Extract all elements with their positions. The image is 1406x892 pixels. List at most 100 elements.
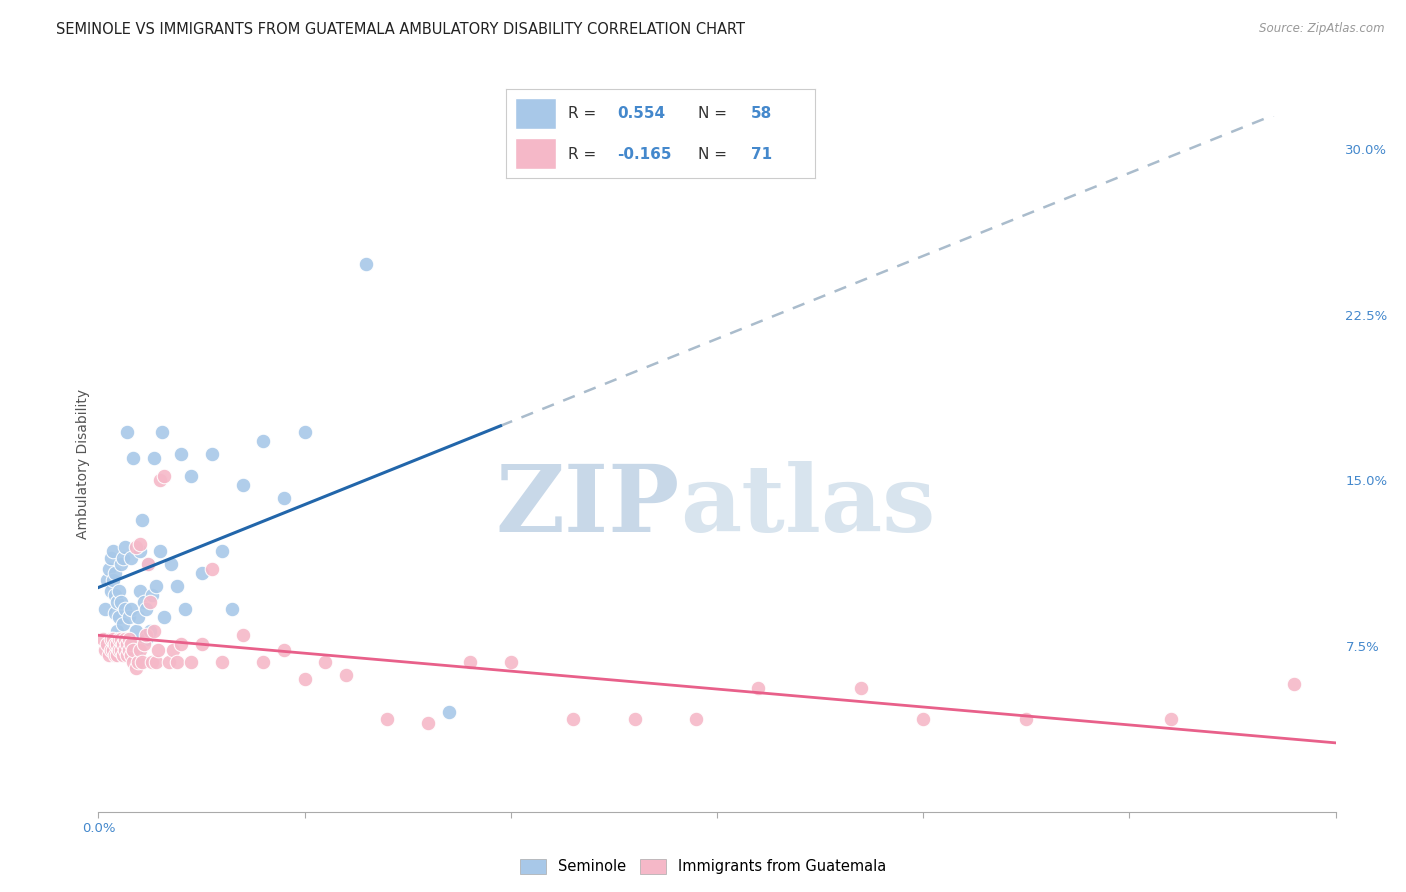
Text: R =: R = — [568, 106, 602, 120]
Point — [294, 425, 316, 439]
Point — [211, 655, 233, 669]
Point — [100, 550, 122, 565]
Point — [108, 643, 131, 657]
Point — [118, 632, 141, 647]
Point — [122, 451, 145, 466]
Point — [180, 655, 202, 669]
Point — [211, 544, 233, 558]
Point — [143, 624, 166, 638]
Point — [96, 637, 118, 651]
Point — [135, 632, 157, 647]
Point — [100, 643, 122, 657]
Point — [114, 643, 136, 657]
Text: -0.165: -0.165 — [617, 147, 672, 161]
Point — [120, 601, 142, 615]
Point — [458, 655, 481, 669]
Point — [252, 655, 274, 669]
Text: N =: N = — [697, 106, 731, 120]
Point — [190, 566, 212, 581]
Point — [122, 655, 145, 669]
Point — [190, 637, 212, 651]
Point — [101, 544, 124, 558]
Point — [100, 632, 122, 647]
Point — [153, 610, 176, 624]
Point — [139, 595, 162, 609]
Legend: Seminole, Immigrants from Guatemala: Seminole, Immigrants from Guatemala — [513, 853, 893, 880]
Point — [145, 579, 167, 593]
Text: 71: 71 — [751, 147, 772, 161]
Point — [252, 434, 274, 448]
Point — [273, 643, 295, 657]
Point — [149, 544, 172, 558]
Point — [166, 579, 188, 593]
Point — [100, 583, 122, 598]
Point — [145, 655, 167, 669]
Point — [97, 648, 120, 662]
Text: SEMINOLE VS IMMIGRANTS FROM GUATEMALA AMBULATORY DISABILITY CORRELATION CHART: SEMINOLE VS IMMIGRANTS FROM GUATEMALA AM… — [56, 22, 745, 37]
Point — [108, 610, 131, 624]
Point — [124, 661, 146, 675]
Point — [157, 655, 180, 669]
Point — [1160, 712, 1182, 726]
Point — [153, 469, 176, 483]
Point — [101, 632, 124, 647]
Point — [108, 583, 131, 598]
Point — [110, 632, 132, 647]
Point — [124, 540, 146, 554]
Point — [201, 562, 224, 576]
Point — [136, 558, 159, 572]
Point — [93, 643, 115, 657]
Point — [335, 667, 357, 681]
Point — [128, 583, 150, 598]
Point — [118, 610, 141, 624]
Text: ZIP: ZIP — [496, 460, 681, 550]
Point — [135, 628, 157, 642]
Point — [105, 595, 128, 609]
Point — [1015, 712, 1038, 726]
Point — [96, 573, 118, 587]
Point — [143, 451, 166, 466]
Point — [128, 643, 150, 657]
Point — [104, 648, 127, 662]
Point — [150, 425, 173, 439]
Point — [149, 474, 172, 488]
Point — [105, 624, 128, 638]
Point — [104, 606, 127, 620]
Point — [114, 632, 136, 647]
Point — [128, 537, 150, 551]
Bar — [516, 138, 555, 169]
Point — [104, 637, 127, 651]
Point — [221, 601, 243, 615]
Point — [124, 624, 146, 638]
Point — [97, 562, 120, 576]
Point — [499, 655, 522, 669]
Point — [201, 447, 224, 461]
Point — [131, 655, 153, 669]
Point — [174, 601, 197, 615]
Point — [93, 601, 115, 615]
Point — [273, 491, 295, 505]
Point — [159, 558, 181, 572]
Point — [561, 712, 583, 726]
Point — [135, 601, 157, 615]
Point — [132, 595, 155, 609]
Point — [118, 632, 141, 647]
Point — [232, 628, 254, 642]
Point — [117, 637, 139, 651]
Point — [314, 655, 336, 669]
Point — [437, 706, 460, 720]
Point — [101, 573, 124, 587]
Point — [127, 655, 149, 669]
Point — [124, 646, 146, 660]
Point — [170, 447, 193, 461]
Point — [112, 637, 135, 651]
Point — [110, 643, 132, 657]
Text: atlas: atlas — [681, 460, 935, 550]
Point — [166, 655, 188, 669]
Point — [114, 540, 136, 554]
Point — [127, 610, 149, 624]
Point — [162, 643, 184, 657]
Text: 0.554: 0.554 — [617, 106, 665, 120]
Point — [105, 648, 128, 662]
Point — [112, 648, 135, 662]
